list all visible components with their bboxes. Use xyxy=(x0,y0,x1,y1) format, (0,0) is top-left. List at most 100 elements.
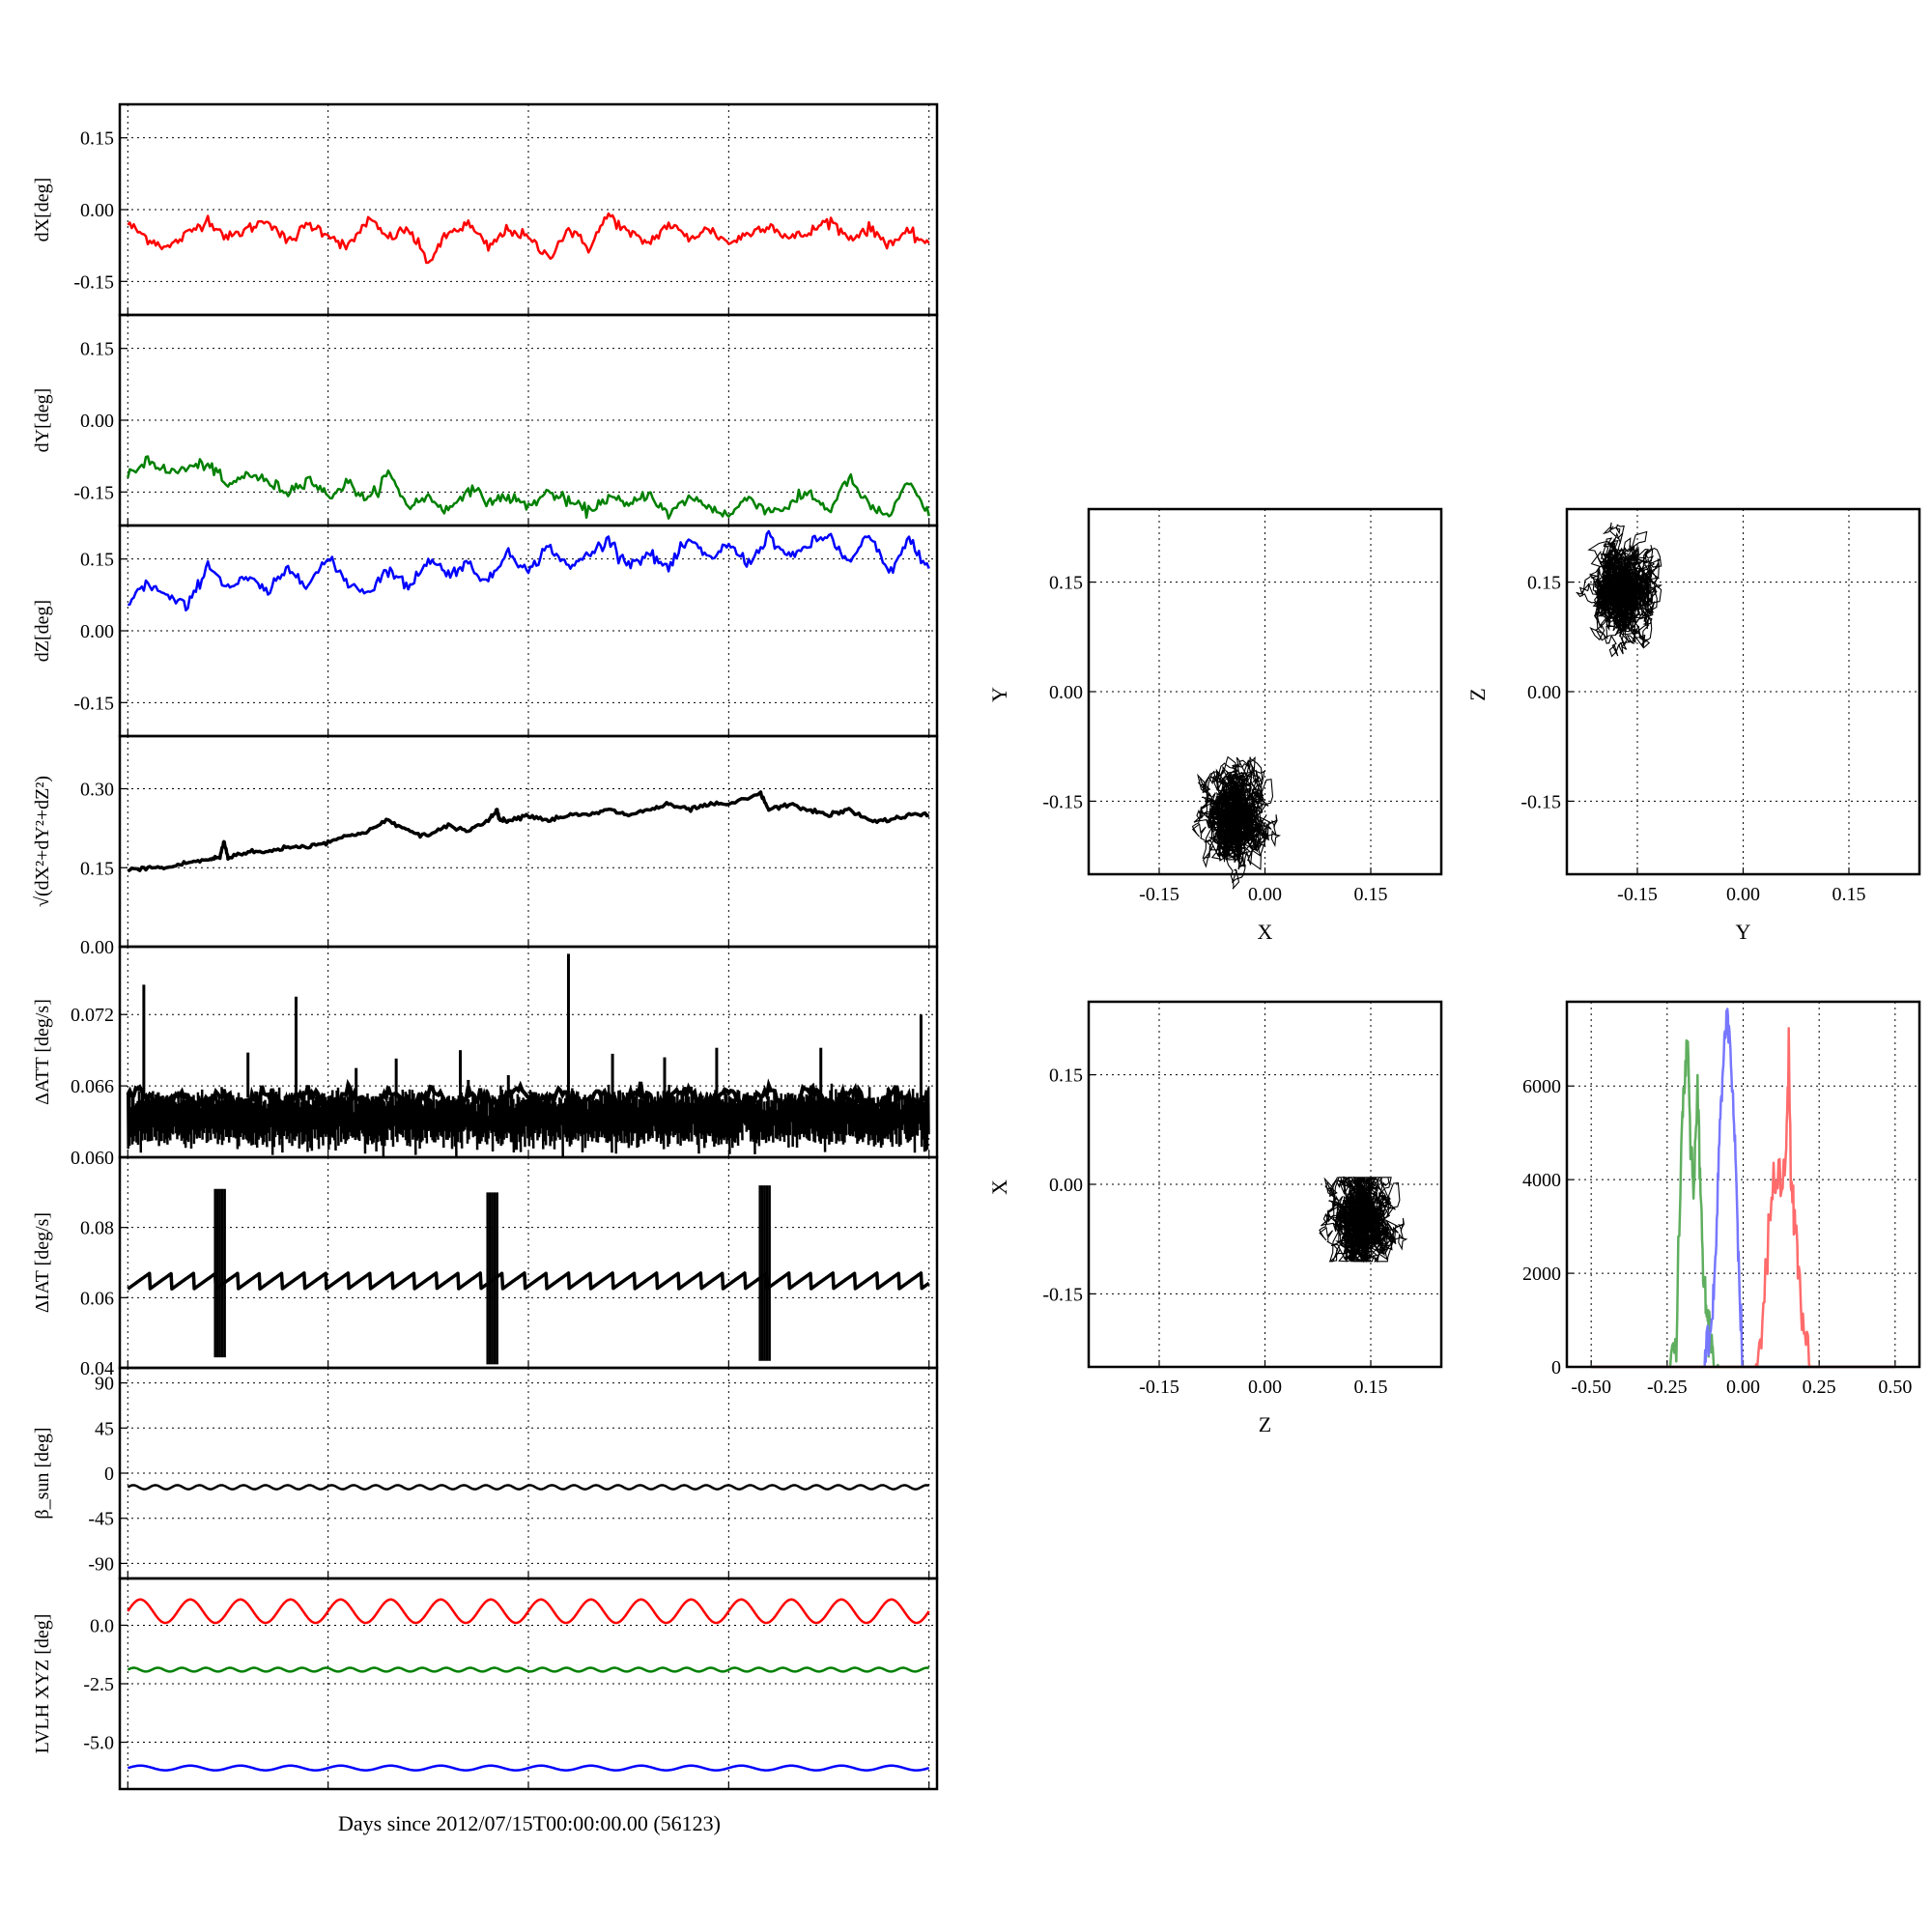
ylabel-dIAT: ΔIAT [deg/s] xyxy=(32,1212,53,1313)
series-line-lvlh-1 xyxy=(127,1666,930,1673)
ytick-label: 0.04 xyxy=(80,1358,114,1379)
panel-dX: 0.15 0.00 -0.15 dX[deg] xyxy=(32,104,937,315)
ytick-label: -0.15 xyxy=(73,693,114,714)
series-line-dR-0 xyxy=(127,790,930,873)
ytick-label: 0.15 xyxy=(80,550,114,571)
ytick-label: -90 xyxy=(88,1553,114,1575)
panel-XY: -0.15 -0.15 0.00 0.00 0.15 0.15 X Y xyxy=(987,509,1441,944)
ytick-label: 0.30 xyxy=(80,780,114,801)
ytick-label: 0.08 xyxy=(80,1218,114,1239)
panel-dIAT: 0.08 0.06 0.04 ΔIAT [deg/s] xyxy=(32,1157,937,1379)
scatter-trace-XY xyxy=(1191,755,1282,890)
ytick-label: 90 xyxy=(95,1374,114,1395)
xtick-label: 0.00 xyxy=(1726,1377,1760,1398)
xtick-label: -0.50 xyxy=(1571,1377,1611,1398)
xtick-label: 0.25 xyxy=(1803,1377,1836,1398)
panel-hist: -0.50 -0.25 0.00 0.25 0.50 6000 4000 2000 0 xyxy=(1522,1002,1919,1398)
xtick-label: -0.15 xyxy=(1139,1377,1179,1398)
ytick-label: 0.0 xyxy=(90,1615,114,1636)
panel-ZX: -0.15 -0.15 0.00 0.00 0.15 0.15 Z X xyxy=(987,1002,1441,1436)
ytick-label: 0.066 xyxy=(71,1076,114,1097)
ytick-label: -45 xyxy=(88,1509,114,1530)
ytick-label: 0.00 xyxy=(1049,682,1083,703)
xtick-label: -0.15 xyxy=(1139,884,1179,905)
xlabel-ZX: Z xyxy=(1259,1412,1271,1436)
panel-ZX-frame xyxy=(1087,1000,1443,1369)
figure-xlabel: Days since 2012/07/15T00:00:00.00 (56123… xyxy=(338,1811,721,1835)
ytick-label: 0.072 xyxy=(71,1005,114,1026)
ylabel-dX: dX[deg] xyxy=(32,178,53,242)
xtick-label: 0.50 xyxy=(1878,1377,1912,1398)
xtick-label: 0.00 xyxy=(1248,884,1282,905)
ytick-label: 0.060 xyxy=(71,1148,114,1169)
series-line-lvlh-0 xyxy=(127,1598,930,1625)
series-line-dX-0 xyxy=(127,212,930,265)
series-line-dIAT-0 xyxy=(127,1271,930,1292)
ylabel-XY: Y xyxy=(987,687,1011,702)
panel-dATT: 0.072 0.066 0.060 ΔATT [deg/s] xyxy=(32,947,937,1169)
xtick-label: -0.25 xyxy=(1647,1377,1688,1398)
panel-dR: 0.30 0.15 0.00 √(dX²+dY²+dZ²) xyxy=(32,736,937,958)
ytick-label: 2000 xyxy=(1522,1264,1561,1285)
ytick-label: 0.00 xyxy=(1527,682,1561,703)
ytick-label: 0.15 xyxy=(1049,573,1083,594)
xtick-label: 0.00 xyxy=(1726,884,1760,905)
ytick-label: 0.00 xyxy=(80,200,114,221)
ylabel-dY: dY[deg] xyxy=(32,388,53,453)
band-dATT xyxy=(127,1083,930,1158)
ytick-label: 0.15 xyxy=(80,128,114,150)
hist-line-2 xyxy=(1591,1027,1895,1369)
ytick-label: -0.15 xyxy=(1042,1284,1083,1305)
ylabel-lvlh: LVLH XYZ [deg] xyxy=(32,1614,53,1754)
ytick-label: 0 xyxy=(104,1463,114,1485)
xtick-label: 0.15 xyxy=(1354,884,1388,905)
ytick-label: -0.15 xyxy=(73,482,114,503)
ytick-label: -0.15 xyxy=(73,271,114,293)
xlabel-YZ: Y xyxy=(1736,920,1751,944)
hist-line-1 xyxy=(1591,1008,1895,1369)
ytick-label: 0.00 xyxy=(80,411,114,432)
ytick-label: 0.00 xyxy=(1049,1175,1083,1196)
ytick-label: 6000 xyxy=(1522,1076,1561,1097)
panel-dY: 0.15 0.00 -0.15 dY[deg] xyxy=(32,315,937,526)
ylabel-dZ: dZ[deg] xyxy=(32,600,53,662)
ytick-label: -2.5 xyxy=(83,1674,114,1695)
panel-XY-frame xyxy=(1087,507,1443,876)
series-line-dZ-0 xyxy=(128,529,930,612)
panel-dZ: 0.15 0.00 -0.15 dZ[deg] xyxy=(32,526,937,736)
panel-lvlh: 0.0 -2.5 -5.0 LVLH XYZ [deg] xyxy=(32,1578,937,1789)
scatter-trace-YZ xyxy=(1576,522,1662,658)
ylabel-ZX: X xyxy=(987,1179,1011,1195)
ylabel-dATT: ΔATT [deg/s] xyxy=(32,999,53,1105)
panel-lvlh-frame xyxy=(118,1577,939,1791)
series-line-beta-0 xyxy=(127,1484,930,1491)
panel-hist-frame xyxy=(1565,1000,1921,1369)
xlabel-XY: X xyxy=(1258,920,1273,944)
ytick-label: 45 xyxy=(95,1418,114,1439)
panel-YZ-frame xyxy=(1565,507,1921,876)
ylabel-YZ: Z xyxy=(1465,688,1490,700)
ytick-label: 0.00 xyxy=(80,937,114,958)
ytick-label: 0.15 xyxy=(1527,573,1561,594)
xtick-label: 0.15 xyxy=(1354,1377,1388,1398)
ytick-label: 0.00 xyxy=(80,621,114,642)
ytick-label: 0.15 xyxy=(80,858,114,879)
panel-beta: 90 45 0 -45 -90 β_sun [deg] xyxy=(32,1368,937,1578)
ylabel-dR: √(dX²+dY²+dZ²) xyxy=(32,776,53,907)
band-top-dATT xyxy=(126,1078,929,1120)
xtick-label: 0.15 xyxy=(1833,884,1866,905)
xtick-label: 0.00 xyxy=(1248,1377,1282,1398)
series-line-dY-0 xyxy=(127,455,930,520)
hist-line-0 xyxy=(1591,1038,1895,1369)
ytick-label: 0.15 xyxy=(80,339,114,360)
ytick-label: 4000 xyxy=(1522,1170,1561,1191)
ytick-label: -5.0 xyxy=(83,1733,114,1754)
ytick-label: -0.15 xyxy=(1520,791,1561,812)
scatter-trace-ZX xyxy=(1319,1176,1408,1264)
panel-YZ: -0.15 -0.15 0.00 0.00 0.15 0.15 Y Z xyxy=(1465,509,1919,944)
ytick-label: -0.15 xyxy=(1042,791,1083,812)
xtick-label: -0.15 xyxy=(1617,884,1658,905)
ylabel-beta: β_sun [deg] xyxy=(32,1427,53,1519)
series-line-lvlh-2 xyxy=(127,1764,930,1772)
